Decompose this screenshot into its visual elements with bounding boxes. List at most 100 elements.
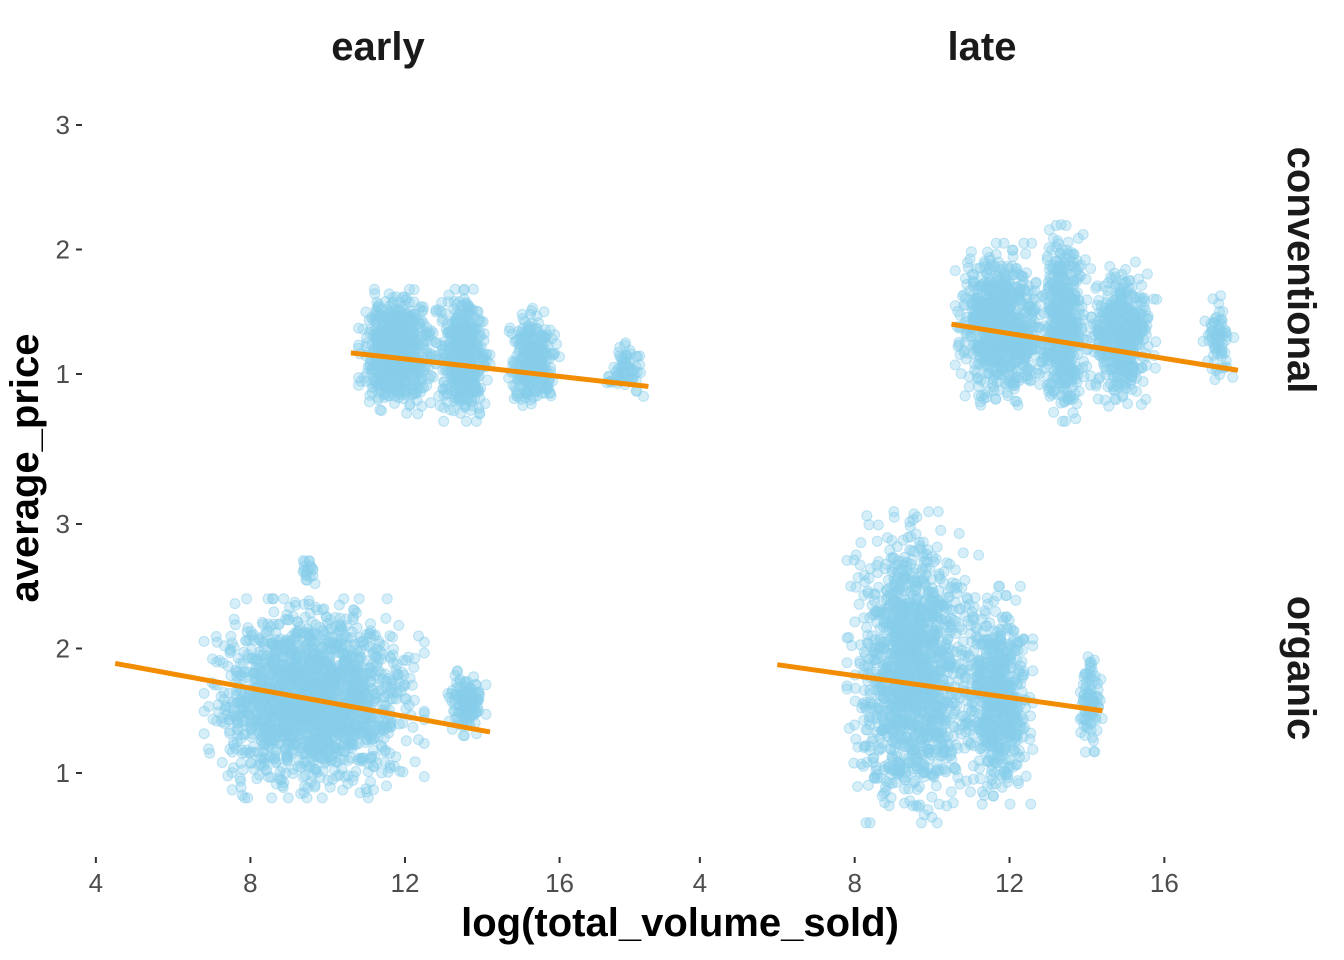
scatter-point bbox=[960, 353, 972, 365]
scatter-point bbox=[960, 299, 972, 311]
scatter-point bbox=[386, 306, 398, 318]
panel-conventional-late bbox=[949, 219, 1240, 427]
scatter-point bbox=[954, 309, 966, 321]
scatter-point bbox=[526, 334, 537, 346]
scatter-point bbox=[469, 377, 481, 389]
scatter-point bbox=[384, 630, 396, 642]
scatter-point bbox=[949, 359, 961, 371]
scatter-point bbox=[983, 272, 995, 284]
scatter-point bbox=[1064, 350, 1076, 362]
scatter-point bbox=[316, 792, 328, 804]
scatter-point bbox=[1015, 270, 1027, 282]
scatter-point bbox=[980, 392, 992, 403]
scatter-point bbox=[614, 341, 626, 353]
scatter-point bbox=[1215, 290, 1227, 302]
scatter-point bbox=[228, 739, 240, 751]
scatter-point bbox=[400, 654, 412, 666]
scatter-point bbox=[1092, 393, 1104, 405]
scatter-point bbox=[418, 647, 430, 659]
scatter-point bbox=[1135, 399, 1147, 410]
scatter-point bbox=[1050, 312, 1062, 324]
scatter-point bbox=[1091, 280, 1103, 292]
scatter-point bbox=[971, 263, 983, 275]
scatter-point bbox=[516, 326, 528, 338]
scatter-point bbox=[1126, 282, 1138, 294]
scatter-point bbox=[436, 340, 447, 352]
scatter-point bbox=[418, 771, 430, 783]
row-strip-organic: organic bbox=[1279, 596, 1323, 740]
scatter-point bbox=[1057, 382, 1069, 394]
scatter-point bbox=[949, 265, 961, 277]
scatter-point bbox=[337, 784, 349, 796]
scatter-point bbox=[474, 392, 486, 404]
panel-conventional-early bbox=[350, 283, 649, 427]
scatter-point bbox=[400, 735, 412, 747]
scatter-point bbox=[972, 292, 984, 304]
scatter-point bbox=[467, 324, 479, 336]
scatter-point bbox=[1107, 363, 1118, 375]
scatter-point bbox=[1046, 278, 1057, 290]
scatter-point bbox=[409, 652, 421, 664]
scatter-point bbox=[539, 346, 550, 358]
scatter-point bbox=[1221, 330, 1233, 342]
scatter-point bbox=[539, 387, 551, 399]
scatter-point bbox=[543, 376, 555, 388]
scatter-point bbox=[309, 779, 321, 791]
scatter-point bbox=[1022, 373, 1034, 385]
scatter-point bbox=[533, 376, 545, 388]
scatter-point bbox=[401, 407, 413, 419]
scatter-point bbox=[996, 260, 1008, 272]
scatter-point bbox=[1149, 362, 1161, 374]
scatter-point bbox=[1002, 375, 1014, 387]
scatter-point bbox=[1048, 406, 1060, 418]
scatter-point bbox=[1055, 248, 1066, 260]
scatter-point bbox=[546, 333, 558, 345]
scatter-point bbox=[423, 326, 435, 338]
scatter-point bbox=[484, 349, 496, 361]
scatter-point bbox=[368, 283, 380, 295]
scatter-point bbox=[1002, 390, 1014, 402]
scatter-point bbox=[213, 706, 225, 718]
facet-strip-labels: early late conventional organic bbox=[331, 25, 1323, 740]
scatter-point bbox=[1067, 407, 1079, 419]
scatter-point bbox=[1227, 371, 1239, 383]
scatter-point bbox=[361, 367, 373, 379]
scatter-point bbox=[1067, 366, 1079, 378]
scatter-point bbox=[1116, 364, 1128, 376]
scatter-point bbox=[380, 612, 392, 624]
scatter-point bbox=[1093, 328, 1105, 340]
scatter-point bbox=[198, 728, 210, 740]
scatter-point bbox=[203, 743, 214, 755]
scatter-point bbox=[407, 721, 419, 733]
scatter-point bbox=[963, 381, 975, 393]
scatter-point bbox=[417, 365, 429, 377]
scatter-point bbox=[393, 336, 405, 348]
scatter-point bbox=[287, 768, 299, 780]
scatter-point bbox=[630, 361, 642, 372]
scatter-point bbox=[1039, 293, 1051, 305]
scatter-point bbox=[959, 390, 971, 402]
scatter-point bbox=[235, 781, 247, 793]
scatter-point bbox=[438, 415, 450, 427]
scatter-point bbox=[620, 353, 632, 365]
scatter-point bbox=[995, 364, 1007, 375]
scatter-point bbox=[449, 340, 461, 352]
scatter-point bbox=[1129, 300, 1141, 312]
scatter-point bbox=[955, 368, 967, 380]
scatter-point bbox=[226, 767, 238, 778]
scatter-point bbox=[295, 788, 307, 800]
scatter-point bbox=[360, 306, 372, 318]
scatter-point bbox=[257, 618, 269, 630]
scatter-point bbox=[375, 329, 387, 341]
scatter-point bbox=[1150, 336, 1162, 348]
scatter-point bbox=[388, 643, 400, 655]
scatter-point bbox=[418, 707, 430, 719]
scatter-point bbox=[440, 308, 451, 319]
scatter-point bbox=[263, 771, 274, 783]
scatter-point bbox=[1088, 318, 1099, 330]
scatter-point bbox=[979, 309, 991, 321]
col-strip-late: late bbox=[948, 25, 1017, 69]
scatter-point bbox=[1133, 273, 1144, 285]
scatter-point bbox=[354, 787, 366, 799]
